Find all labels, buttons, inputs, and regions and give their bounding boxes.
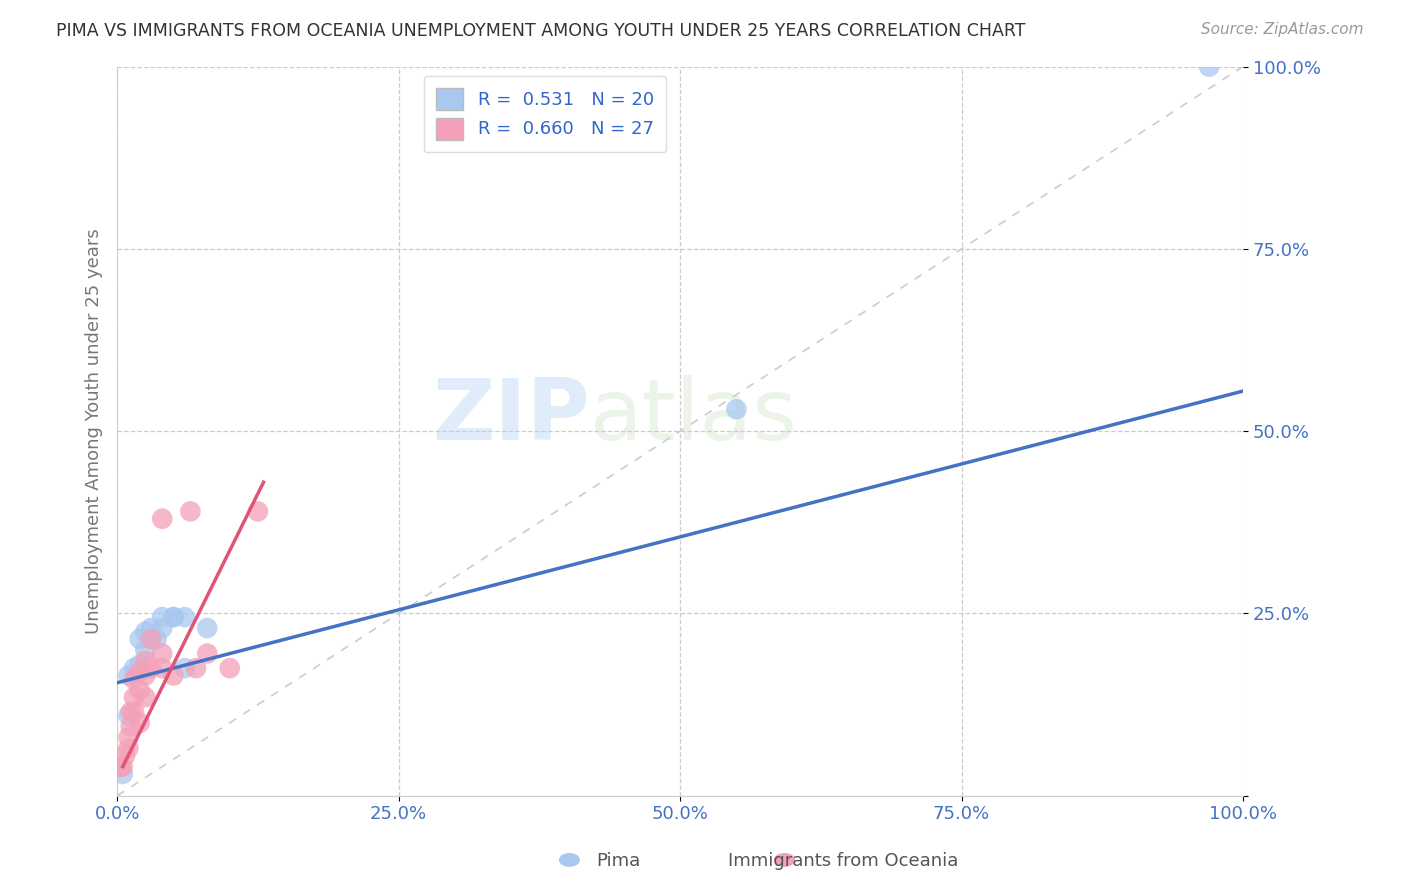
Point bbox=[162, 668, 184, 682]
Legend: R =  0.531   N = 20, R =  0.660   N = 27: R = 0.531 N = 20, R = 0.660 N = 27 bbox=[423, 76, 666, 153]
Point bbox=[150, 621, 173, 635]
Point bbox=[111, 759, 134, 773]
Point bbox=[111, 767, 134, 781]
Point bbox=[150, 661, 173, 675]
Point bbox=[134, 643, 156, 657]
Point bbox=[162, 610, 184, 624]
Point bbox=[162, 610, 184, 624]
Point bbox=[134, 668, 156, 682]
Point bbox=[117, 741, 139, 756]
Point bbox=[173, 610, 195, 624]
Point bbox=[122, 672, 145, 686]
Point bbox=[114, 748, 136, 763]
Point bbox=[128, 657, 150, 672]
Text: Pima: Pima bbox=[596, 852, 641, 870]
Point bbox=[134, 624, 156, 639]
Point bbox=[117, 708, 139, 723]
Point bbox=[117, 668, 139, 682]
Point bbox=[120, 705, 142, 719]
Point bbox=[195, 647, 218, 661]
Point bbox=[122, 705, 145, 719]
Text: atlas: atlas bbox=[591, 376, 799, 458]
Point bbox=[128, 665, 150, 679]
Text: PIMA VS IMMIGRANTS FROM OCEANIA UNEMPLOYMENT AMONG YOUTH UNDER 25 YEARS CORRELAT: PIMA VS IMMIGRANTS FROM OCEANIA UNEMPLOY… bbox=[56, 22, 1026, 40]
Point bbox=[139, 632, 162, 646]
Point bbox=[150, 511, 173, 525]
Point bbox=[246, 504, 269, 518]
Point bbox=[134, 654, 156, 668]
Point bbox=[117, 731, 139, 745]
Point bbox=[128, 632, 150, 646]
Point bbox=[150, 647, 173, 661]
Point bbox=[134, 690, 156, 705]
Point bbox=[139, 632, 162, 646]
Point bbox=[128, 683, 150, 698]
Point bbox=[1198, 60, 1220, 74]
Point bbox=[122, 690, 145, 705]
Text: Source: ZipAtlas.com: Source: ZipAtlas.com bbox=[1201, 22, 1364, 37]
Text: Immigrants from Oceania: Immigrants from Oceania bbox=[728, 852, 959, 870]
Point bbox=[128, 715, 150, 730]
Point bbox=[179, 504, 201, 518]
Point bbox=[150, 610, 173, 624]
Point bbox=[173, 661, 195, 675]
Point bbox=[122, 661, 145, 675]
Point bbox=[195, 621, 218, 635]
Y-axis label: Unemployment Among Youth under 25 years: Unemployment Among Youth under 25 years bbox=[86, 228, 103, 634]
Point bbox=[139, 661, 162, 675]
Point bbox=[725, 402, 748, 417]
Point bbox=[110, 759, 132, 773]
Point bbox=[145, 632, 167, 646]
Point bbox=[218, 661, 240, 675]
Point bbox=[120, 719, 142, 733]
Text: ZIP: ZIP bbox=[432, 376, 591, 458]
Point bbox=[184, 661, 207, 675]
Point bbox=[139, 621, 162, 635]
